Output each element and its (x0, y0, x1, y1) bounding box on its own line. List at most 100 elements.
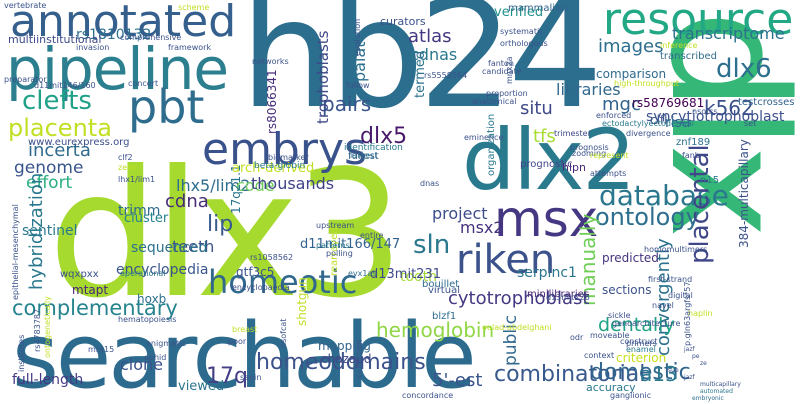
word: hlpn (562, 161, 586, 174)
word: cytotrophoblast (448, 288, 590, 309)
word: rs58769681 (632, 96, 705, 110)
word: candidate (482, 67, 522, 76)
word: tooth (400, 269, 437, 285)
word: navel (652, 301, 674, 310)
word: clf2 (118, 153, 133, 162)
word: d11mit146/160 (34, 81, 96, 90)
word: enamel (626, 345, 656, 354)
word: enigmatic (146, 339, 186, 348)
word: riken (456, 237, 556, 283)
word: embryonic (692, 395, 724, 402)
word: mgc (602, 94, 641, 115)
word: attempts (590, 169, 627, 178)
word: divergence (626, 129, 671, 138)
word: networks (252, 57, 289, 66)
word: n15 (700, 175, 720, 186)
word: ze (700, 360, 707, 367)
word: libraries (556, 80, 621, 99)
word: serpinc1 (517, 265, 577, 281)
word: patterns (316, 241, 350, 250)
word: effort (26, 173, 73, 193)
word: transcribed (660, 51, 717, 62)
word: arch-derived (232, 161, 315, 176)
word: images (598, 36, 664, 57)
word: wqxpxx (60, 269, 99, 280)
word: lhx1/lim1 (118, 175, 156, 184)
word: identification (344, 143, 403, 153)
word: resource (603, 0, 794, 45)
word: represent (590, 151, 629, 160)
word: rs8066341 (265, 69, 279, 134)
word: k562 (704, 96, 754, 120)
word: blzf1 (432, 311, 457, 322)
word: zero (118, 163, 136, 172)
word: zooming (572, 149, 607, 158)
word: code (236, 176, 275, 195)
word: comprehensive (120, 33, 182, 42)
word: accuracy (586, 381, 636, 394)
word: breast (232, 325, 258, 334)
word: multicapillary (700, 381, 741, 388)
word: proportion (486, 89, 528, 98)
word: clefts (22, 86, 92, 116)
word: clfl (650, 113, 668, 127)
word: prognostic (520, 159, 573, 170)
word: cdnas (410, 45, 458, 64)
word: full-length (12, 372, 84, 388)
word: poor (228, 337, 247, 346)
word: organization (486, 113, 497, 176)
word: testcrosses (738, 97, 795, 108)
word: sequenced (131, 240, 208, 256)
word: preparator (4, 75, 47, 84)
word: clone (120, 355, 164, 374)
word: sentinel (22, 223, 78, 239)
word: evx1as (348, 269, 377, 278)
word: verified (494, 5, 544, 20)
word: 17q (206, 364, 248, 389)
word: dlx3 (48, 134, 405, 337)
word: encyclopaedia (232, 283, 290, 292)
word: biomarker (268, 153, 309, 162)
word: atlas (408, 26, 452, 47)
word: eminence (464, 133, 504, 142)
word: tfs (533, 126, 556, 147)
word: teeth (172, 237, 215, 256)
word: hematopoiesis (118, 315, 177, 324)
word: rs1058562 (250, 253, 294, 262)
word: collection (355, 339, 364, 378)
word: minilibraries (527, 289, 590, 300)
word: msx (494, 190, 599, 248)
word: dnas (420, 179, 440, 188)
word: 384-multicapillary (737, 139, 751, 248)
word: syncytiotrophoblast (646, 109, 785, 125)
word: moveable (590, 331, 630, 340)
word: risa (665, 115, 691, 131)
word: dlx6 (716, 54, 772, 84)
word: chazaud (321, 352, 372, 366)
word: oulad-abdelghani (482, 323, 552, 332)
word: comparison (596, 67, 667, 81)
word: hoxb (137, 292, 167, 306)
word: operational (120, 269, 166, 278)
word: project (432, 204, 488, 223)
word: mammalian (508, 3, 568, 14)
word: fanton (488, 59, 514, 68)
word: genome (14, 158, 84, 178)
word: searchable (12, 304, 477, 404)
word: sapin (240, 373, 262, 382)
word: mnt15 (88, 345, 115, 354)
word: transcriptome (672, 24, 785, 43)
word: combinatorial (494, 362, 646, 387)
word: sln (413, 230, 451, 260)
word: mnx2a (505, 56, 514, 84)
word: automated (700, 388, 733, 395)
word: incerta (28, 140, 91, 161)
word: dentally (598, 314, 675, 336)
word: d11mit166/147 (300, 237, 401, 252)
word: virtual (428, 285, 460, 296)
word: homeodomains (256, 350, 426, 375)
word: set (744, 119, 757, 128)
word: orthologous (500, 39, 548, 48)
word: scheme (178, 3, 210, 12)
word: rs4783787 (33, 308, 42, 352)
